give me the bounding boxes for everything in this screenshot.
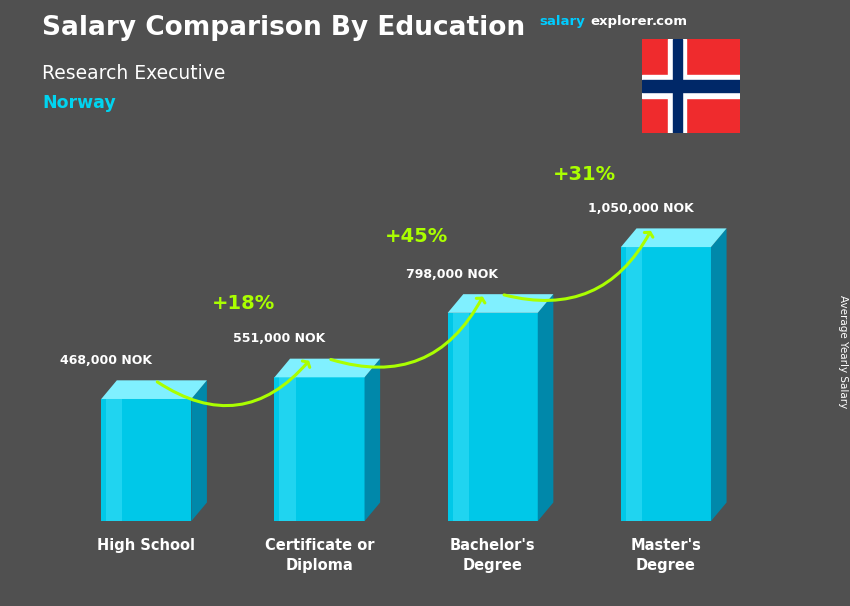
Text: Average Yearly Salary: Average Yearly Salary <box>838 295 848 408</box>
Polygon shape <box>448 313 538 521</box>
Polygon shape <box>711 228 727 521</box>
Polygon shape <box>275 378 365 521</box>
Text: Research Executive: Research Executive <box>42 64 226 82</box>
Bar <box>673 39 682 133</box>
Text: Norway: Norway <box>42 94 116 112</box>
Polygon shape <box>538 294 553 521</box>
Polygon shape <box>191 381 207 521</box>
Text: +18%: +18% <box>212 294 275 313</box>
Text: .com: .com <box>652 15 688 28</box>
Text: 468,000 NOK: 468,000 NOK <box>60 354 151 367</box>
Polygon shape <box>106 399 122 521</box>
Bar <box>642 75 740 98</box>
Bar <box>668 39 686 133</box>
Text: 551,000 NOK: 551,000 NOK <box>233 332 326 345</box>
Text: explorer: explorer <box>591 15 654 28</box>
Polygon shape <box>280 378 296 521</box>
Text: 798,000 NOK: 798,000 NOK <box>406 268 498 281</box>
Polygon shape <box>626 247 642 521</box>
Polygon shape <box>275 359 380 378</box>
Polygon shape <box>101 381 207 399</box>
Polygon shape <box>452 313 468 521</box>
Text: 1,050,000 NOK: 1,050,000 NOK <box>588 202 694 215</box>
Text: salary: salary <box>540 15 586 28</box>
Text: Salary Comparison By Education: Salary Comparison By Education <box>42 15 525 41</box>
Polygon shape <box>620 247 711 521</box>
Polygon shape <box>620 228 727 247</box>
Polygon shape <box>365 359 380 521</box>
Text: +45%: +45% <box>385 227 449 246</box>
Text: +31%: +31% <box>553 165 616 184</box>
Polygon shape <box>101 399 191 521</box>
Bar <box>642 81 740 92</box>
Polygon shape <box>448 294 553 313</box>
